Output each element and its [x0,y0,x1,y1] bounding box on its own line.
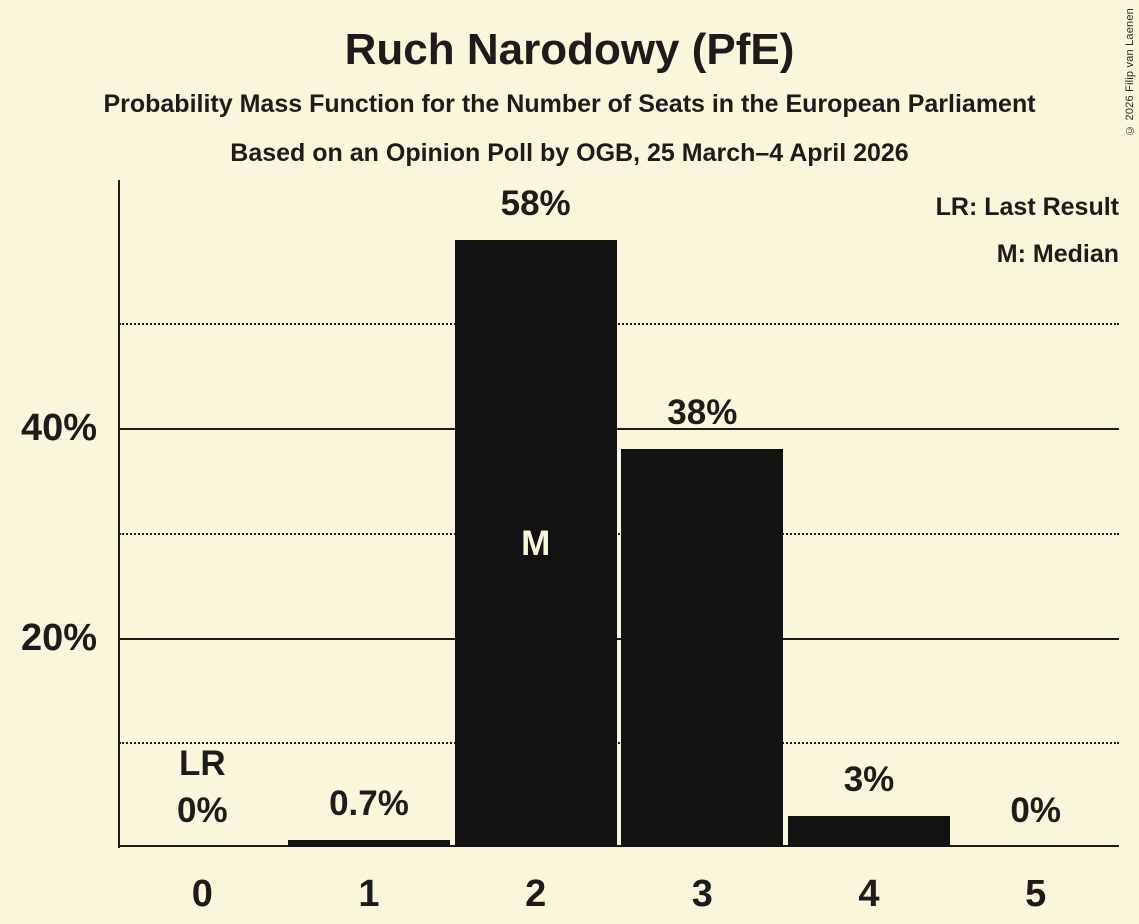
gridline-20 [119,637,1119,640]
gridline-50 [119,323,1119,326]
bar-seat-4 [788,816,950,847]
y-axis-label-40: 40% [20,407,97,450]
x-axis-label-2: 2 [525,873,547,915]
legend: LR: Last Result M: Median [936,184,1119,278]
legend-median: M: Median [996,240,1119,268]
bar-value-label-5: 0% [1010,791,1061,830]
bar-value-label-1: 0.7% [329,784,409,823]
y-axis-label-20: 20% [20,616,97,659]
x-axis-label-4: 4 [858,873,880,915]
bar-value-label-4: 3% [843,760,895,799]
bar-value-label-3: 38% [667,393,738,432]
chart-subtitle: Probability Mass Function for the Number… [103,90,1036,118]
bar-seat-3 [621,449,784,847]
bar-seat-1 [288,840,450,847]
x-axis-label-0: 0 [191,873,213,915]
x-axis-label-3: 3 [691,873,713,915]
bar-seat-2 [454,240,617,847]
x-axis-label-1: 1 [358,873,380,915]
gridline-10 [119,742,1119,745]
plot-area: 20% 40% 0% LR 0 0.7% 1 58% M 2 38% 3 3% 4 0% 5 [21,180,1119,913]
gridline-30 [119,532,1119,535]
chart-title: Ruch Narodowy (PfE) [344,25,795,74]
y-axis-line [118,180,120,848]
chart-poll-source: Based on an Opinion Poll by OGB, 25 Marc… [230,139,909,167]
last-result-annotation: LR [179,744,226,783]
x-axis-line [119,845,1119,847]
bar-value-label-0: 0% [177,791,228,830]
x-axis-label-5: 5 [1025,873,1047,915]
bar-value-label-2: 58% [500,184,571,223]
gridline-40 [119,428,1119,431]
legend-last-result: LR: Last Result [935,193,1119,221]
median-annotation: M [521,523,551,563]
